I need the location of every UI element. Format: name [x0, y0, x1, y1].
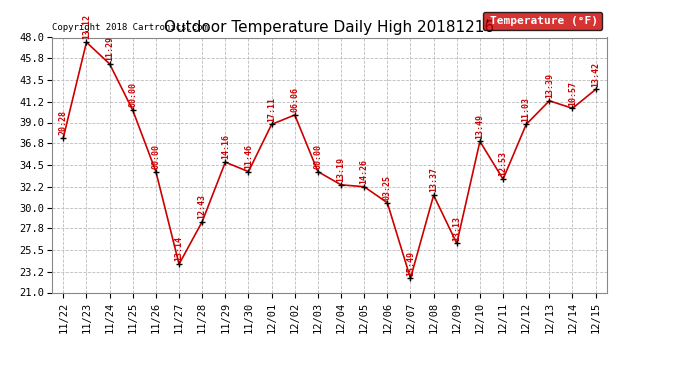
Text: 06:06: 06:06	[290, 87, 299, 112]
Text: 14:16: 14:16	[221, 134, 230, 159]
Text: 11:46: 11:46	[244, 144, 253, 169]
Text: 13:13: 13:13	[452, 216, 462, 240]
Text: 00:00: 00:00	[151, 144, 160, 169]
Text: 15:49: 15:49	[406, 251, 415, 276]
Text: 12:43: 12:43	[197, 194, 207, 219]
Text: 14:26: 14:26	[359, 159, 368, 184]
Text: 03:25: 03:25	[383, 175, 392, 200]
Text: 13:19: 13:19	[337, 157, 346, 182]
Text: 11:03: 11:03	[522, 96, 531, 122]
Text: 20:28: 20:28	[59, 110, 68, 135]
Text: 17:11: 17:11	[267, 96, 276, 122]
Text: 13:49: 13:49	[475, 114, 484, 138]
Text: 13:39: 13:39	[545, 73, 554, 98]
Text: 13:37: 13:37	[429, 167, 438, 192]
Text: 12:53: 12:53	[499, 152, 508, 176]
Text: 13:12: 13:12	[82, 14, 91, 39]
Text: 10:57: 10:57	[568, 81, 577, 105]
Text: 11:29: 11:29	[105, 36, 114, 61]
Title: Outdoor Temperature Daily High 20181216: Outdoor Temperature Daily High 20181216	[164, 20, 495, 35]
Legend: Temperature (°F): Temperature (°F)	[482, 12, 602, 30]
Text: 13:14: 13:14	[175, 236, 184, 261]
Text: 00:00: 00:00	[128, 82, 137, 107]
Text: 13:42: 13:42	[591, 62, 600, 87]
Text: 00:00: 00:00	[313, 144, 322, 169]
Text: Copyright 2018 Cartronics.com: Copyright 2018 Cartronics.com	[52, 23, 208, 32]
